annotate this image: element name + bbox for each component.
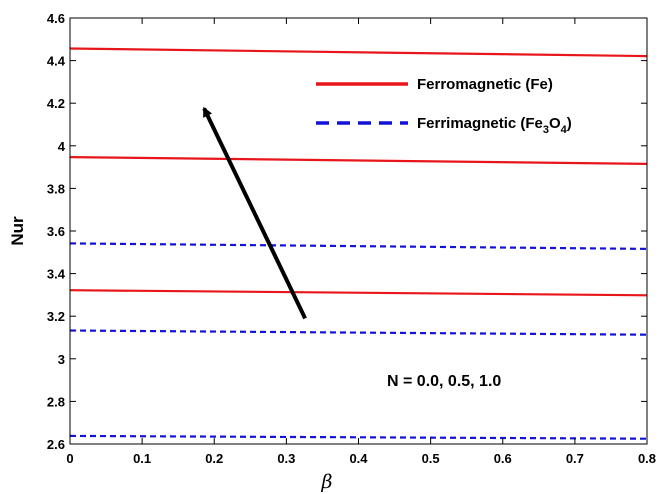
ticks-layer: 0 0.1 0.2 0.3 0.4 0.5 0.6 0.7 0.8 2.6 2.8 3 3.2 3.4 3.… bbox=[47, 11, 656, 466]
y-tick-label: 3.8 bbox=[47, 181, 65, 196]
x-tick-label: 0.8 bbox=[638, 451, 656, 466]
series-layer bbox=[69, 47, 648, 440]
series-line-3 bbox=[69, 47, 648, 58]
y-tick-label: 3.6 bbox=[47, 224, 65, 239]
y-tick-label: 3.4 bbox=[47, 267, 66, 282]
x-tick-label: 0.6 bbox=[494, 451, 512, 466]
x-tick-label: 0.5 bbox=[422, 451, 440, 466]
x-axis-label: β bbox=[321, 471, 333, 493]
series-line-1 bbox=[69, 289, 648, 297]
series-line-6 bbox=[69, 242, 648, 250]
x-tick-label: 0 bbox=[66, 451, 73, 466]
x-tick-label: 0.7 bbox=[566, 451, 584, 466]
y-tick-label: 4.4 bbox=[47, 54, 66, 69]
annotation-n-values: N = 0.0, 0.5, 1.0 bbox=[387, 373, 501, 390]
x-tick-label: 0.1 bbox=[133, 451, 151, 466]
increase-arrow bbox=[202, 106, 307, 320]
plot-frame bbox=[69, 17, 648, 445]
legend: Ferromagnetic (Fe) Ferrimagnetic (Fe3O4) bbox=[316, 76, 572, 136]
y-tick-label: 4.2 bbox=[47, 96, 65, 111]
series-line-5 bbox=[69, 329, 648, 336]
y-tick-label: 4 bbox=[58, 139, 66, 154]
series-line-4 bbox=[69, 434, 648, 440]
legend-label-1: Ferromagnetic (Fe) bbox=[417, 76, 553, 93]
y-tick-label: 3 bbox=[58, 352, 65, 367]
series-line-2 bbox=[69, 156, 648, 165]
x-tick-label: 0.3 bbox=[277, 451, 295, 466]
y-tick-label: 2.6 bbox=[47, 437, 65, 452]
y-axis-label: Nur bbox=[8, 216, 27, 246]
y-tick-label: 4.6 bbox=[47, 11, 65, 26]
legend-label-2: Ferrimagnetic (Fe3O4) bbox=[417, 115, 572, 136]
x-tick-label: 0.4 bbox=[349, 451, 368, 466]
y-tick-label: 3.2 bbox=[47, 309, 65, 324]
x-tick-label: 0.2 bbox=[205, 451, 223, 466]
y-tick-label: 2.8 bbox=[47, 394, 65, 409]
